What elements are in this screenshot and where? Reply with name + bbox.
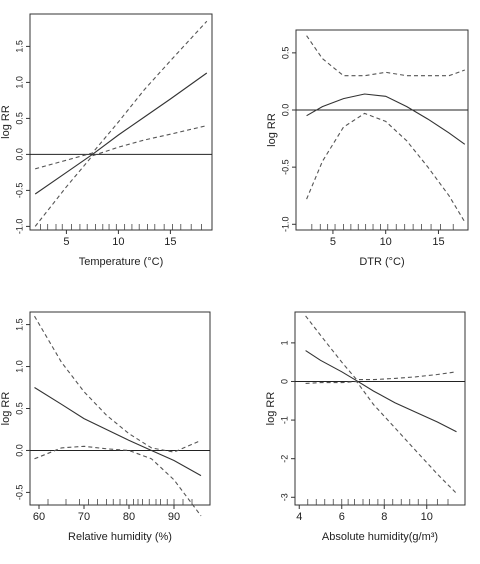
y-axis-label: log RR: [265, 392, 277, 426]
series-line: [306, 93, 466, 145]
y-tick-label: 1.5: [14, 318, 24, 331]
y-tick-label: -3: [279, 493, 289, 501]
x-tick-label: 15: [432, 236, 444, 248]
x-tick-label: 10: [380, 236, 392, 248]
series-line: [305, 315, 457, 381]
y-tick-label: 0: [279, 379, 289, 384]
y-tick-label: 1.0: [14, 360, 24, 373]
x-tick-label: 70: [78, 511, 90, 523]
y-tick-label: 1: [279, 340, 289, 345]
y-tick-label: -1.0: [280, 217, 290, 233]
y-tick-label: -1.0: [14, 219, 24, 235]
series-line: [34, 72, 208, 195]
x-tick-label: 6: [339, 511, 345, 523]
y-tick-label: -0.5: [280, 159, 290, 175]
y-tick-label: 1.5: [14, 40, 24, 53]
plot-frame: [294, 311, 466, 506]
x-axis-label: Temperature (°C): [79, 256, 163, 268]
plot-frame: [29, 13, 213, 231]
x-axis-label: Absolute humidity(g/m³): [322, 531, 438, 543]
x-tick-label: 10: [112, 236, 124, 248]
x-tick-label: 10: [421, 511, 433, 523]
x-tick-label: 80: [123, 511, 135, 523]
y-tick-label: -1: [279, 416, 289, 424]
plot-frame: [295, 29, 469, 231]
plot-frame: [29, 311, 211, 506]
y-tick-label: 1.0: [14, 76, 24, 89]
y-tick-label: 0.5: [280, 47, 290, 60]
x-axis-label: Relative humidity (%): [68, 531, 172, 543]
series-line: [34, 387, 202, 477]
y-tick-label: 0.0: [280, 104, 290, 117]
y-tick-label: -0.5: [14, 485, 24, 501]
series-line: [34, 315, 202, 453]
x-tick-label: 5: [330, 236, 336, 248]
series-line: [306, 112, 466, 223]
x-tick-label: 5: [63, 236, 69, 248]
y-tick-label: 0.0: [14, 444, 24, 457]
series-line: [35, 20, 208, 170]
y-tick-label: 0.5: [14, 112, 24, 125]
y-axis-label: log RR: [266, 113, 278, 147]
series-line: [305, 350, 457, 433]
y-tick-label: 0.5: [14, 402, 24, 415]
y-tick-label: -2: [279, 455, 289, 463]
x-tick-label: 15: [164, 236, 176, 248]
x-tick-label: 60: [33, 511, 45, 523]
series-line: [34, 445, 202, 517]
series-line: [306, 35, 465, 77]
series-line: [34, 125, 207, 227]
series-line: [305, 380, 457, 494]
y-tick-label: 0.0: [14, 148, 24, 161]
x-axis-label: DTR (°C): [359, 256, 404, 268]
x-tick-label: 4: [296, 511, 302, 523]
x-tick-label: 90: [168, 511, 180, 523]
y-tick-label: -0.5: [14, 183, 24, 199]
y-axis-label: log RR: [0, 105, 12, 139]
x-tick-label: 8: [381, 511, 387, 523]
y-axis-label: log RR: [0, 392, 12, 426]
